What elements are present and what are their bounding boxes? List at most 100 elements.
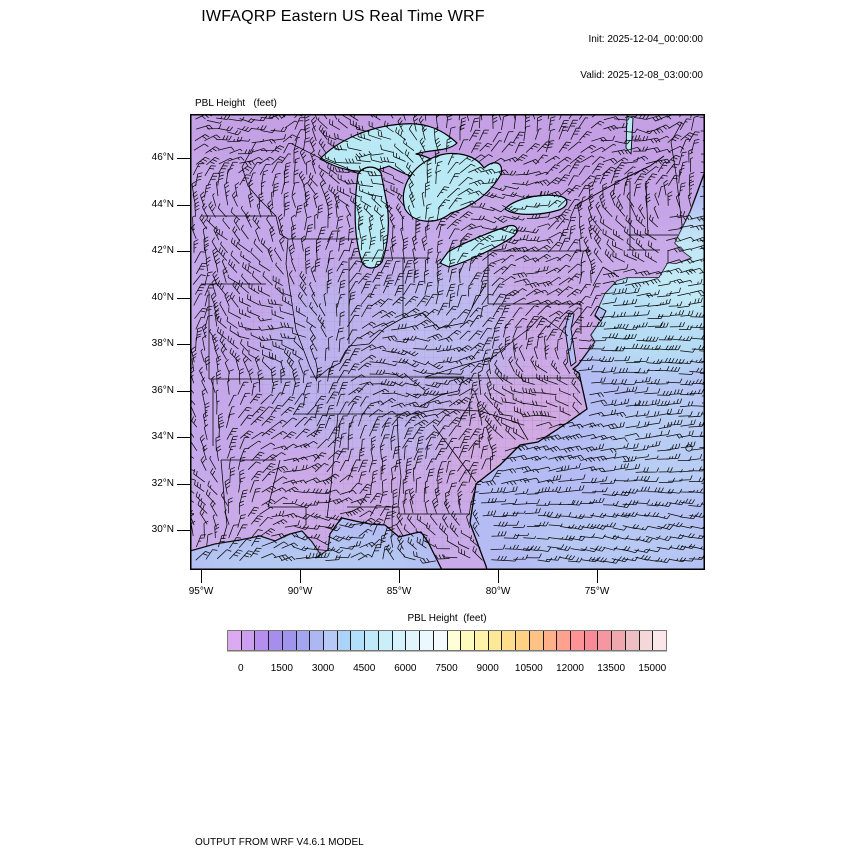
wind-barb bbox=[210, 375, 216, 393]
wind-barb bbox=[612, 179, 620, 196]
wind-barb bbox=[348, 482, 363, 493]
wind-barb bbox=[326, 460, 341, 473]
wind-barb bbox=[212, 247, 219, 263]
lat-tick-mark bbox=[177, 204, 190, 206]
wind-barb bbox=[658, 408, 673, 416]
wind-barb bbox=[481, 401, 491, 416]
wind-barb bbox=[359, 185, 373, 197]
wind-barb bbox=[357, 131, 372, 141]
wind-barb bbox=[536, 212, 551, 219]
wind-barb bbox=[242, 355, 249, 372]
wind-barb bbox=[557, 486, 572, 493]
wind-barb bbox=[666, 345, 681, 351]
wind-barb bbox=[445, 437, 457, 450]
wind-barb bbox=[505, 425, 516, 440]
wind-barb bbox=[381, 417, 392, 428]
wind-barb bbox=[591, 534, 606, 539]
wind-barb bbox=[248, 262, 261, 273]
wind-barb bbox=[459, 363, 476, 371]
wind-barb bbox=[611, 412, 627, 418]
wind-barb bbox=[513, 204, 528, 210]
wind-barb bbox=[591, 294, 602, 307]
wind-barb bbox=[602, 228, 615, 241]
wind-barb bbox=[589, 392, 605, 398]
wind-barb bbox=[210, 292, 217, 308]
wind-barb bbox=[201, 203, 208, 217]
wind-barb bbox=[368, 191, 382, 198]
wind-barb bbox=[581, 422, 597, 428]
colorbar-cell bbox=[406, 631, 421, 650]
wind-barb bbox=[448, 425, 462, 437]
wind-barb bbox=[213, 301, 220, 319]
wind-barb bbox=[669, 310, 685, 316]
wind-barb bbox=[202, 226, 208, 241]
wind-barb bbox=[443, 554, 458, 559]
wind-barb bbox=[297, 291, 307, 308]
wind-barb bbox=[414, 455, 424, 470]
wind-barb bbox=[231, 191, 238, 207]
wind-barb bbox=[501, 276, 516, 284]
wind-barb bbox=[668, 358, 685, 364]
wind-barb bbox=[644, 455, 659, 461]
wind-barb bbox=[204, 165, 216, 177]
wind-barb bbox=[350, 459, 362, 471]
lon-tick-mark bbox=[597, 570, 598, 583]
wind-barb bbox=[669, 533, 685, 540]
lat-tick-label: 30°N bbox=[151, 524, 174, 535]
wind-barb bbox=[393, 392, 410, 398]
wind-barb bbox=[558, 141, 572, 153]
wind-barb bbox=[591, 377, 606, 384]
colorbar-cell bbox=[653, 631, 666, 650]
wind-barb bbox=[216, 326, 227, 340]
wind-barb bbox=[434, 137, 441, 154]
wind-barb bbox=[361, 304, 374, 318]
wind-barb bbox=[457, 498, 462, 514]
wind-barb bbox=[579, 466, 597, 472]
wind-barb bbox=[238, 239, 251, 253]
wind-barb bbox=[204, 271, 213, 285]
wind-barb bbox=[232, 280, 241, 295]
wind-barb bbox=[593, 234, 602, 250]
wind-barb bbox=[493, 225, 509, 231]
wind-barb bbox=[415, 528, 428, 537]
wind-barb bbox=[259, 506, 274, 515]
wind-barb bbox=[193, 143, 209, 151]
wind-barb bbox=[459, 262, 467, 274]
wind-barb bbox=[274, 247, 282, 262]
wind-barb bbox=[551, 360, 560, 375]
wind-barb bbox=[644, 477, 659, 482]
wind-barb bbox=[635, 432, 651, 440]
wind-barb bbox=[391, 502, 398, 517]
wind-barb bbox=[194, 201, 200, 217]
wind-barb bbox=[260, 180, 266, 196]
wind-barb bbox=[680, 268, 696, 275]
wind-barb bbox=[633, 114, 649, 120]
wind-barb bbox=[404, 269, 414, 285]
wind-barb bbox=[568, 513, 585, 519]
colorbar-cell bbox=[625, 631, 640, 650]
wind-barb bbox=[305, 512, 321, 519]
wind-barb bbox=[348, 281, 359, 294]
wind-barb bbox=[588, 193, 595, 209]
wind-barb bbox=[227, 156, 245, 162]
wind-barb bbox=[281, 339, 295, 352]
wind-barb bbox=[601, 379, 618, 385]
wind-barb bbox=[700, 294, 705, 297]
wind-barb bbox=[401, 215, 405, 231]
wind-barb bbox=[372, 523, 381, 536]
wind-barb bbox=[199, 366, 206, 383]
wind-barb bbox=[480, 168, 496, 175]
wind-barb bbox=[303, 200, 309, 217]
wind-barb bbox=[591, 163, 604, 175]
wind-barb bbox=[445, 305, 459, 316]
wind-barb bbox=[647, 128, 664, 135]
wind-barb bbox=[482, 251, 498, 261]
colorbar-tick-label: 6000 bbox=[394, 663, 417, 674]
colorbar-tick-label: 9000 bbox=[476, 663, 499, 674]
wind-barb bbox=[655, 557, 671, 563]
wind-barb bbox=[228, 307, 242, 319]
wind-barb bbox=[424, 224, 430, 239]
wind-barb bbox=[402, 477, 408, 494]
wind-barb bbox=[623, 180, 631, 196]
wind-barb bbox=[592, 225, 602, 240]
